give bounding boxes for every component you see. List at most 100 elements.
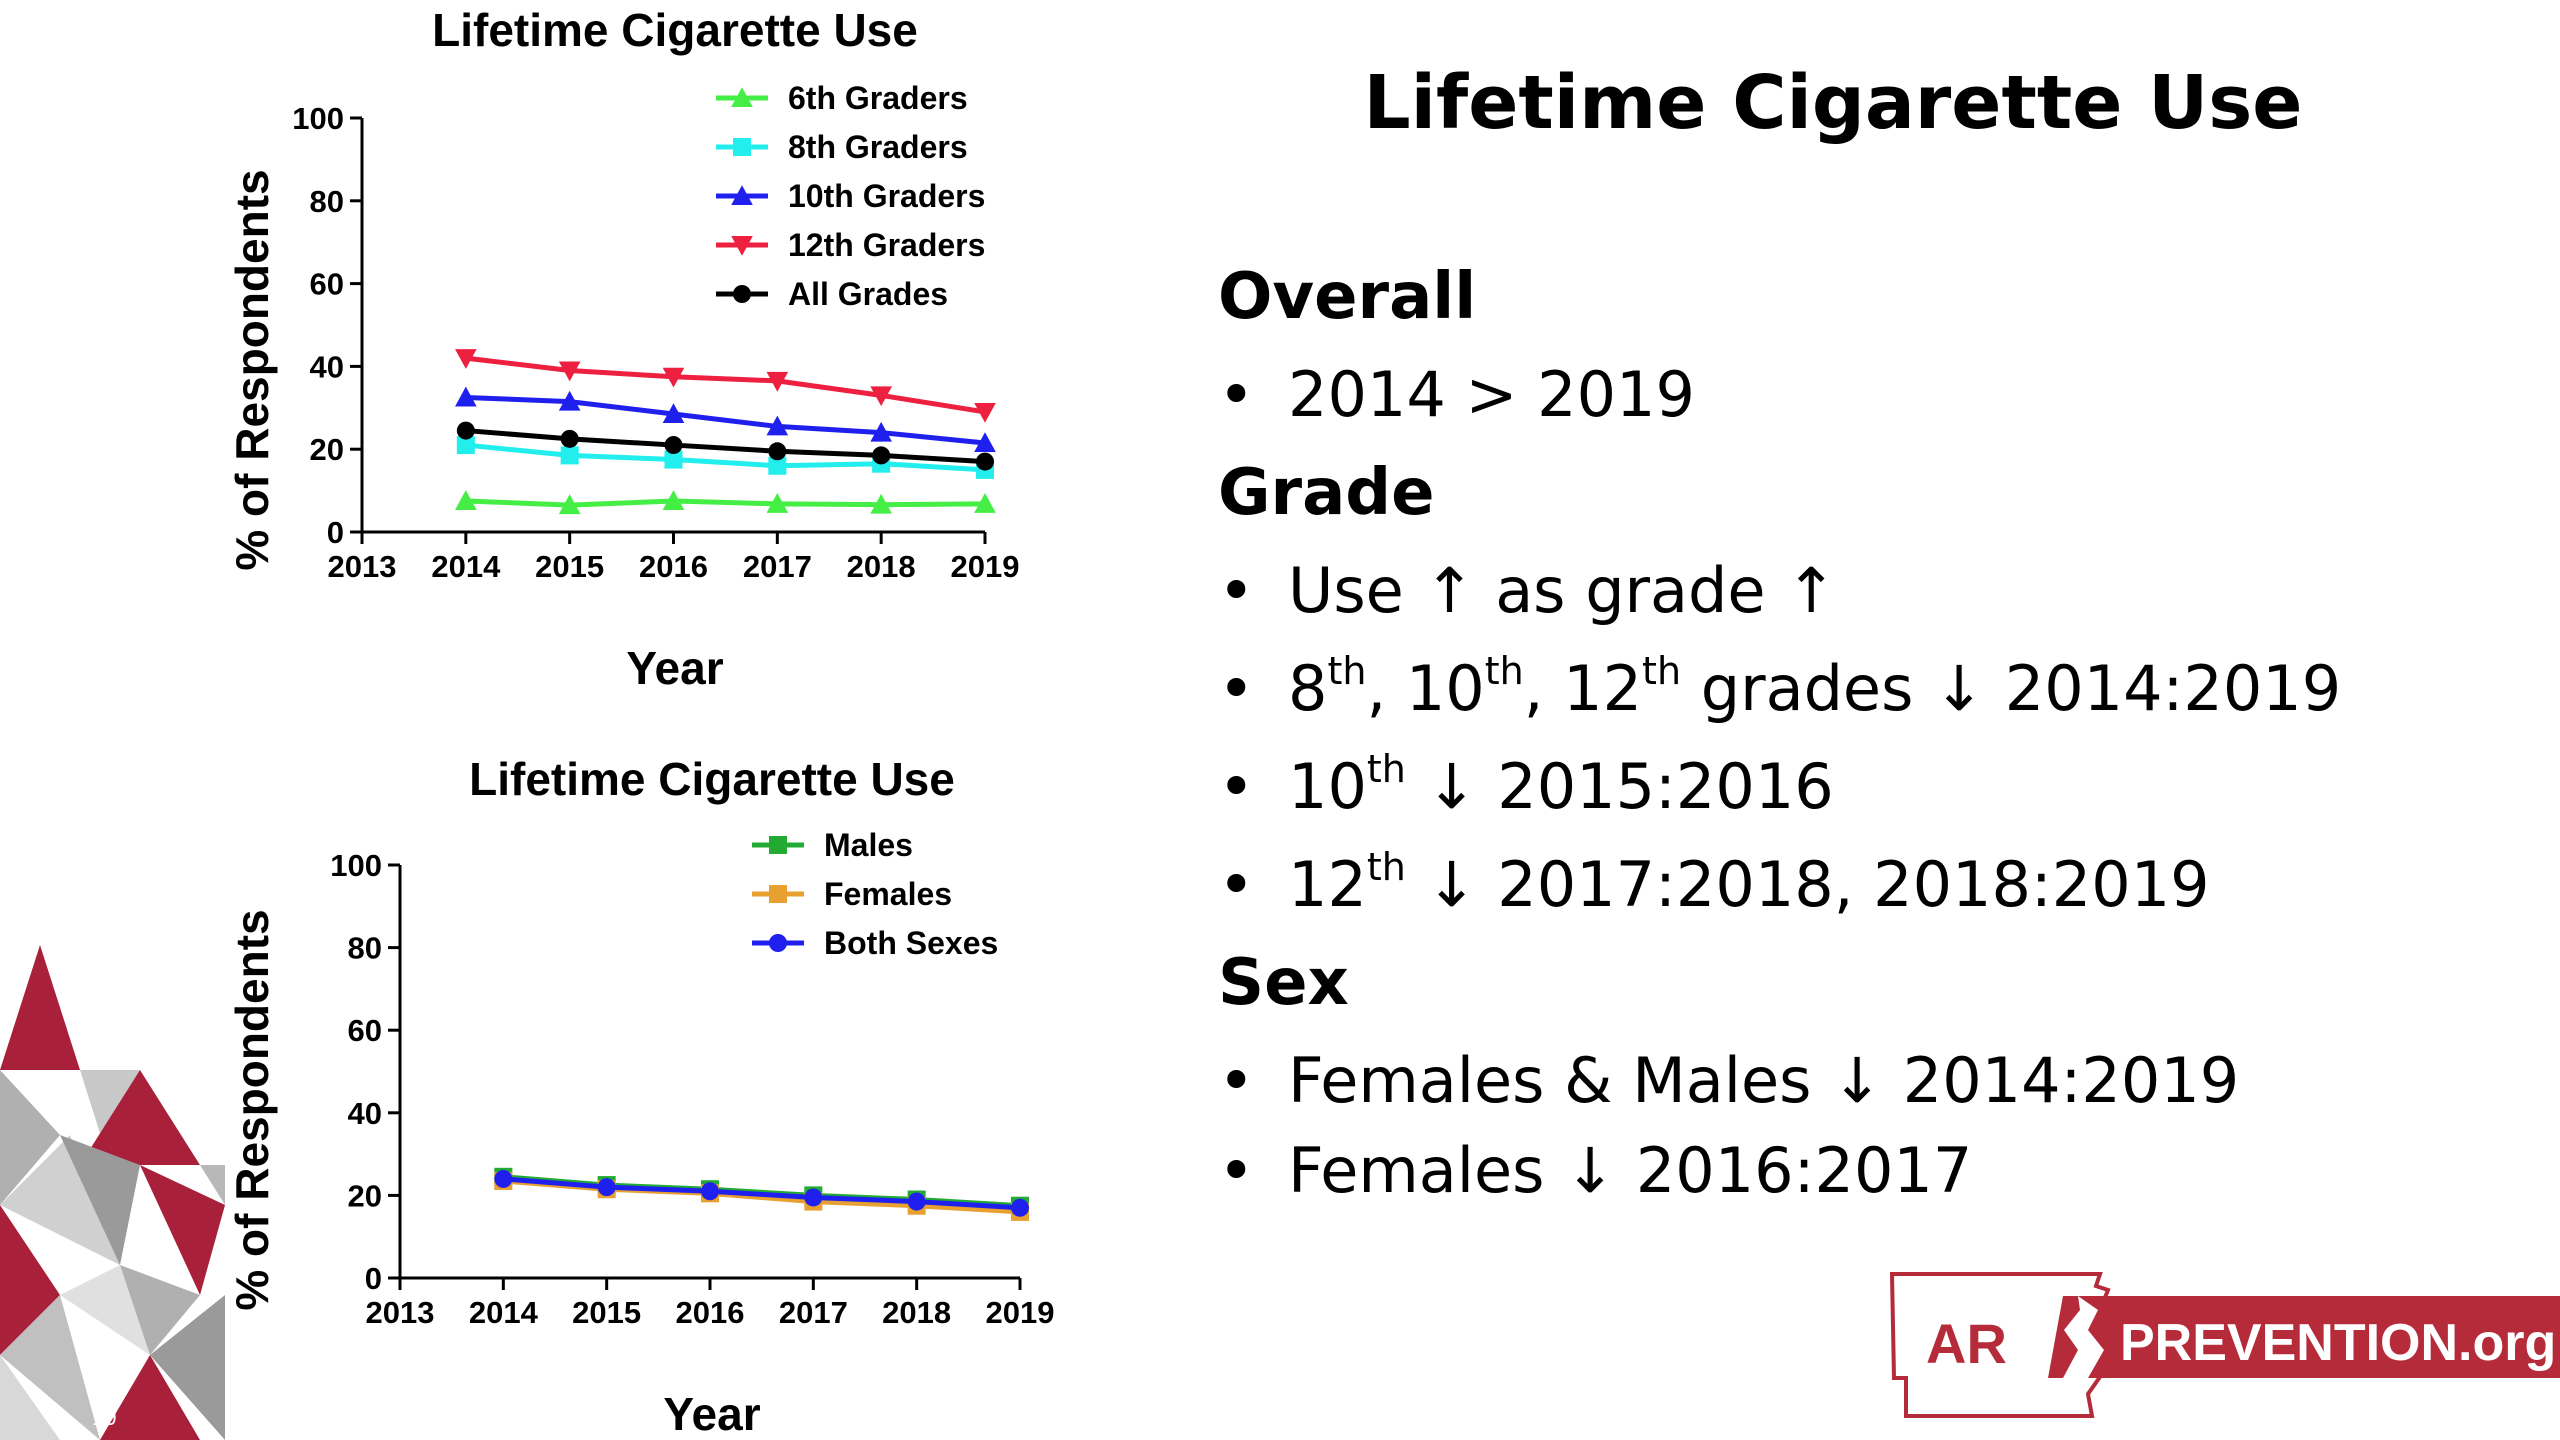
data-point xyxy=(701,1182,719,1201)
series-both-sexes xyxy=(494,1169,1029,1217)
bullet-dot: • xyxy=(1218,750,1255,823)
series-all-grades xyxy=(456,421,994,471)
bullet-text: 12th ↓ 2017:2018, 2018:2019 xyxy=(1288,848,2210,921)
data-point xyxy=(768,456,787,475)
legend-item: 10th Graders xyxy=(716,178,985,214)
chart-sex: Lifetime Cigarette Use % of Respondents … xyxy=(226,753,1055,1440)
data-point xyxy=(870,493,892,514)
bullet-text-part: grades ↓ 2014:2019 xyxy=(1681,652,2342,725)
bullet-text-part: th xyxy=(1366,845,1406,889)
data-point xyxy=(974,402,996,423)
bullet-item: • 10th ↓ 2015:2016 xyxy=(1218,750,1834,823)
legend-item: 12th Graders xyxy=(716,227,985,263)
legend-label: All Grades xyxy=(788,276,948,312)
y-axis-label: % of Respondents xyxy=(226,169,278,570)
legend-item: 8th Graders xyxy=(716,129,968,165)
bullet-dot: • xyxy=(1218,1044,1255,1117)
legend-label: 6th Graders xyxy=(788,80,968,116)
data-point xyxy=(558,494,581,515)
x-tick-label: 2013 xyxy=(328,549,397,584)
legend-marker xyxy=(769,885,787,903)
series-12th-graders xyxy=(455,349,996,423)
legend-marker xyxy=(769,836,787,854)
bullet-text-part: th xyxy=(1484,649,1524,693)
bullet-text-part: 10 xyxy=(1288,750,1367,823)
legend-marker xyxy=(733,285,751,303)
data-point xyxy=(662,490,685,510)
legend-item: 6th Graders xyxy=(716,80,968,116)
data-point xyxy=(560,446,579,465)
bullet-text: Use ↑ as grade ↑ xyxy=(1288,554,1838,627)
data-point xyxy=(974,432,996,452)
y-tick-label: 40 xyxy=(348,1096,382,1131)
data-point xyxy=(766,371,789,392)
data-point xyxy=(872,446,891,465)
y-tick-label: 100 xyxy=(330,848,382,883)
x-tick-label: 2017 xyxy=(743,549,812,584)
bullet-item: • Females & Males ↓ 2014:2019 xyxy=(1218,1044,2239,1117)
bullet-text-part: th xyxy=(1327,649,1367,693)
data-point xyxy=(455,386,477,407)
legend-item: Females xyxy=(752,876,952,912)
x-tick-label: 2014 xyxy=(469,1295,539,1330)
y-tick-label: 20 xyxy=(310,432,344,467)
legend-label: Both Sexes xyxy=(824,925,998,961)
section-heading: Grade xyxy=(1218,456,1435,530)
x-tick-label: 2016 xyxy=(639,549,708,584)
bullet-text-part: 8 xyxy=(1288,652,1328,725)
chart-title: Lifetime Cigarette Use xyxy=(432,4,918,56)
data-point xyxy=(974,493,996,513)
data-point xyxy=(870,421,892,442)
bullet-text: 10th ↓ 2015:2016 xyxy=(1288,750,1834,823)
data-point xyxy=(494,1169,513,1188)
legend-label: 10th Graders xyxy=(788,178,985,214)
decorative-triangles xyxy=(0,945,225,1440)
legend-label: 12th Graders xyxy=(788,227,985,263)
data-point xyxy=(558,361,581,382)
data-point xyxy=(870,386,892,407)
data-point xyxy=(560,429,579,448)
logo-prevention-text: PREVENTION.org xyxy=(2120,1314,2556,1372)
x-tick-label: 2017 xyxy=(779,1295,848,1330)
legend-marker xyxy=(731,185,753,205)
data-point xyxy=(662,367,685,388)
ar-prevention-logo: AR PREVENTION.org xyxy=(1889,1272,2560,1418)
bullet-item: • 12th ↓ 2017:2018, 2018:2019 xyxy=(1218,848,2210,921)
data-point xyxy=(664,436,683,455)
data-point xyxy=(456,436,475,455)
legend-item: Both Sexes xyxy=(752,925,998,961)
bullet-text: 2014 > 2019 xyxy=(1288,358,1695,431)
series-line xyxy=(465,498,986,508)
data-point xyxy=(907,1192,926,1211)
bullet-item: • 2014 > 2019 xyxy=(1218,358,1695,431)
x-tick-label: 2019 xyxy=(986,1295,1055,1330)
x-tick-label: 2019 xyxy=(951,549,1020,584)
bullet-dot: • xyxy=(1218,554,1255,627)
bullet-text: Females ↓ 2016:2017 xyxy=(1288,1134,1973,1207)
data-point xyxy=(456,421,475,440)
data-point xyxy=(1011,1198,1029,1217)
section-heading: Overall xyxy=(1218,260,1477,334)
legend-item: Males xyxy=(752,827,913,863)
x-tick-label: 2018 xyxy=(847,549,916,584)
data-point xyxy=(455,490,477,510)
y-tick-label: 0 xyxy=(365,1261,382,1296)
bullet-text-part: , 12 xyxy=(1523,652,1643,725)
bullet-text-part: ↓ 2015:2016 xyxy=(1405,750,1834,823)
y-tick-label: 0 xyxy=(327,515,344,550)
series-6th-graders xyxy=(455,490,996,515)
bullet-text-part: ↓ 2017:2018, 2018:2019 xyxy=(1405,848,2210,921)
bullet-text: 8th, 10th, 12th grades ↓ 2014:2019 xyxy=(1288,652,2341,725)
data-point xyxy=(664,450,683,469)
data-point xyxy=(597,1178,616,1197)
y-tick-label: 40 xyxy=(310,349,344,384)
data-point xyxy=(766,415,789,436)
data-point xyxy=(766,493,789,513)
y-tick-label: 80 xyxy=(348,931,382,966)
legend-marker xyxy=(733,138,751,156)
y-tick-label: 20 xyxy=(348,1178,382,1213)
data-point xyxy=(976,452,994,471)
bullet-text-part: th xyxy=(1642,649,1682,693)
series-line xyxy=(465,428,986,465)
bullet-dot: • xyxy=(1218,358,1255,431)
